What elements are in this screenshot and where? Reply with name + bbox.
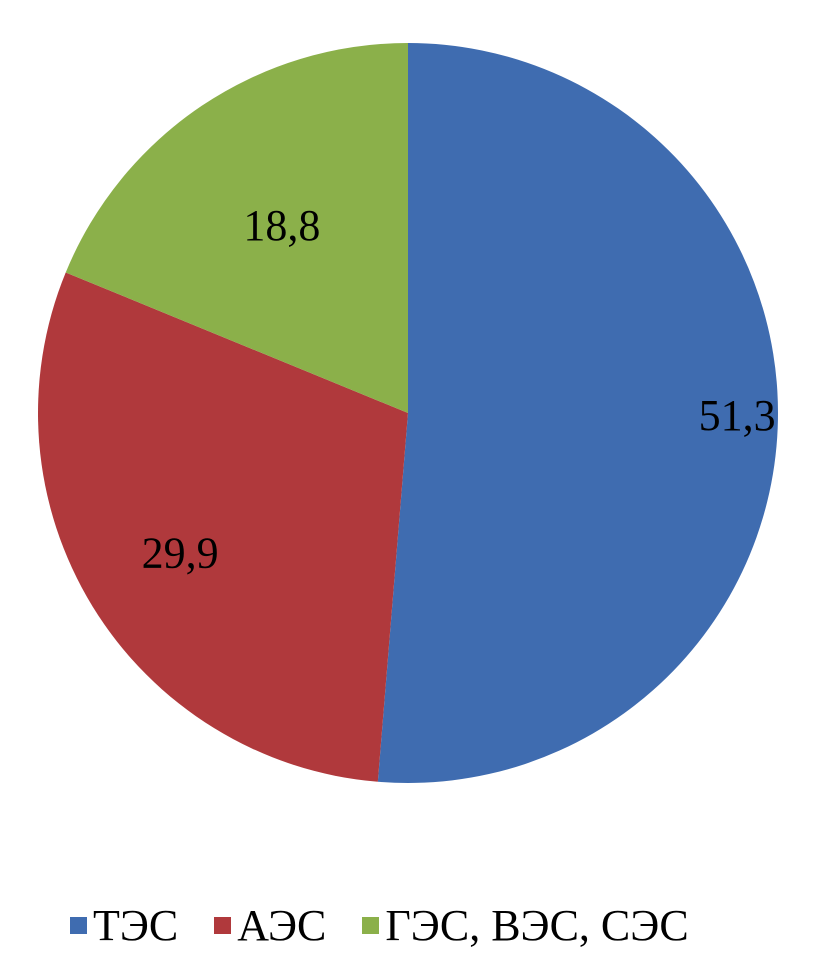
legend-swatch (362, 917, 380, 934)
data-label: 51,3 (699, 391, 776, 440)
legend-label: ТЭС (93, 901, 179, 950)
pie-slice (37, 272, 409, 782)
legend-item: АЭС (214, 900, 326, 951)
legend-swatch (70, 917, 87, 934)
legend-item: ТЭС (70, 900, 178, 951)
data-label: 29,9 (142, 529, 219, 578)
legend-item: ГЭС, ВЭС, СЭС (362, 900, 689, 951)
legend-swatch (214, 917, 232, 934)
data-label: 18,8 (243, 201, 320, 250)
legend: ТЭС АЭС ГЭС, ВЭС, СЭС (70, 900, 725, 951)
legend-label: ГЭС, ВЭС, СЭС (385, 901, 689, 950)
pie-slice (65, 42, 408, 413)
legend-label: АЭС (237, 901, 327, 950)
pie-slice (377, 43, 778, 783)
